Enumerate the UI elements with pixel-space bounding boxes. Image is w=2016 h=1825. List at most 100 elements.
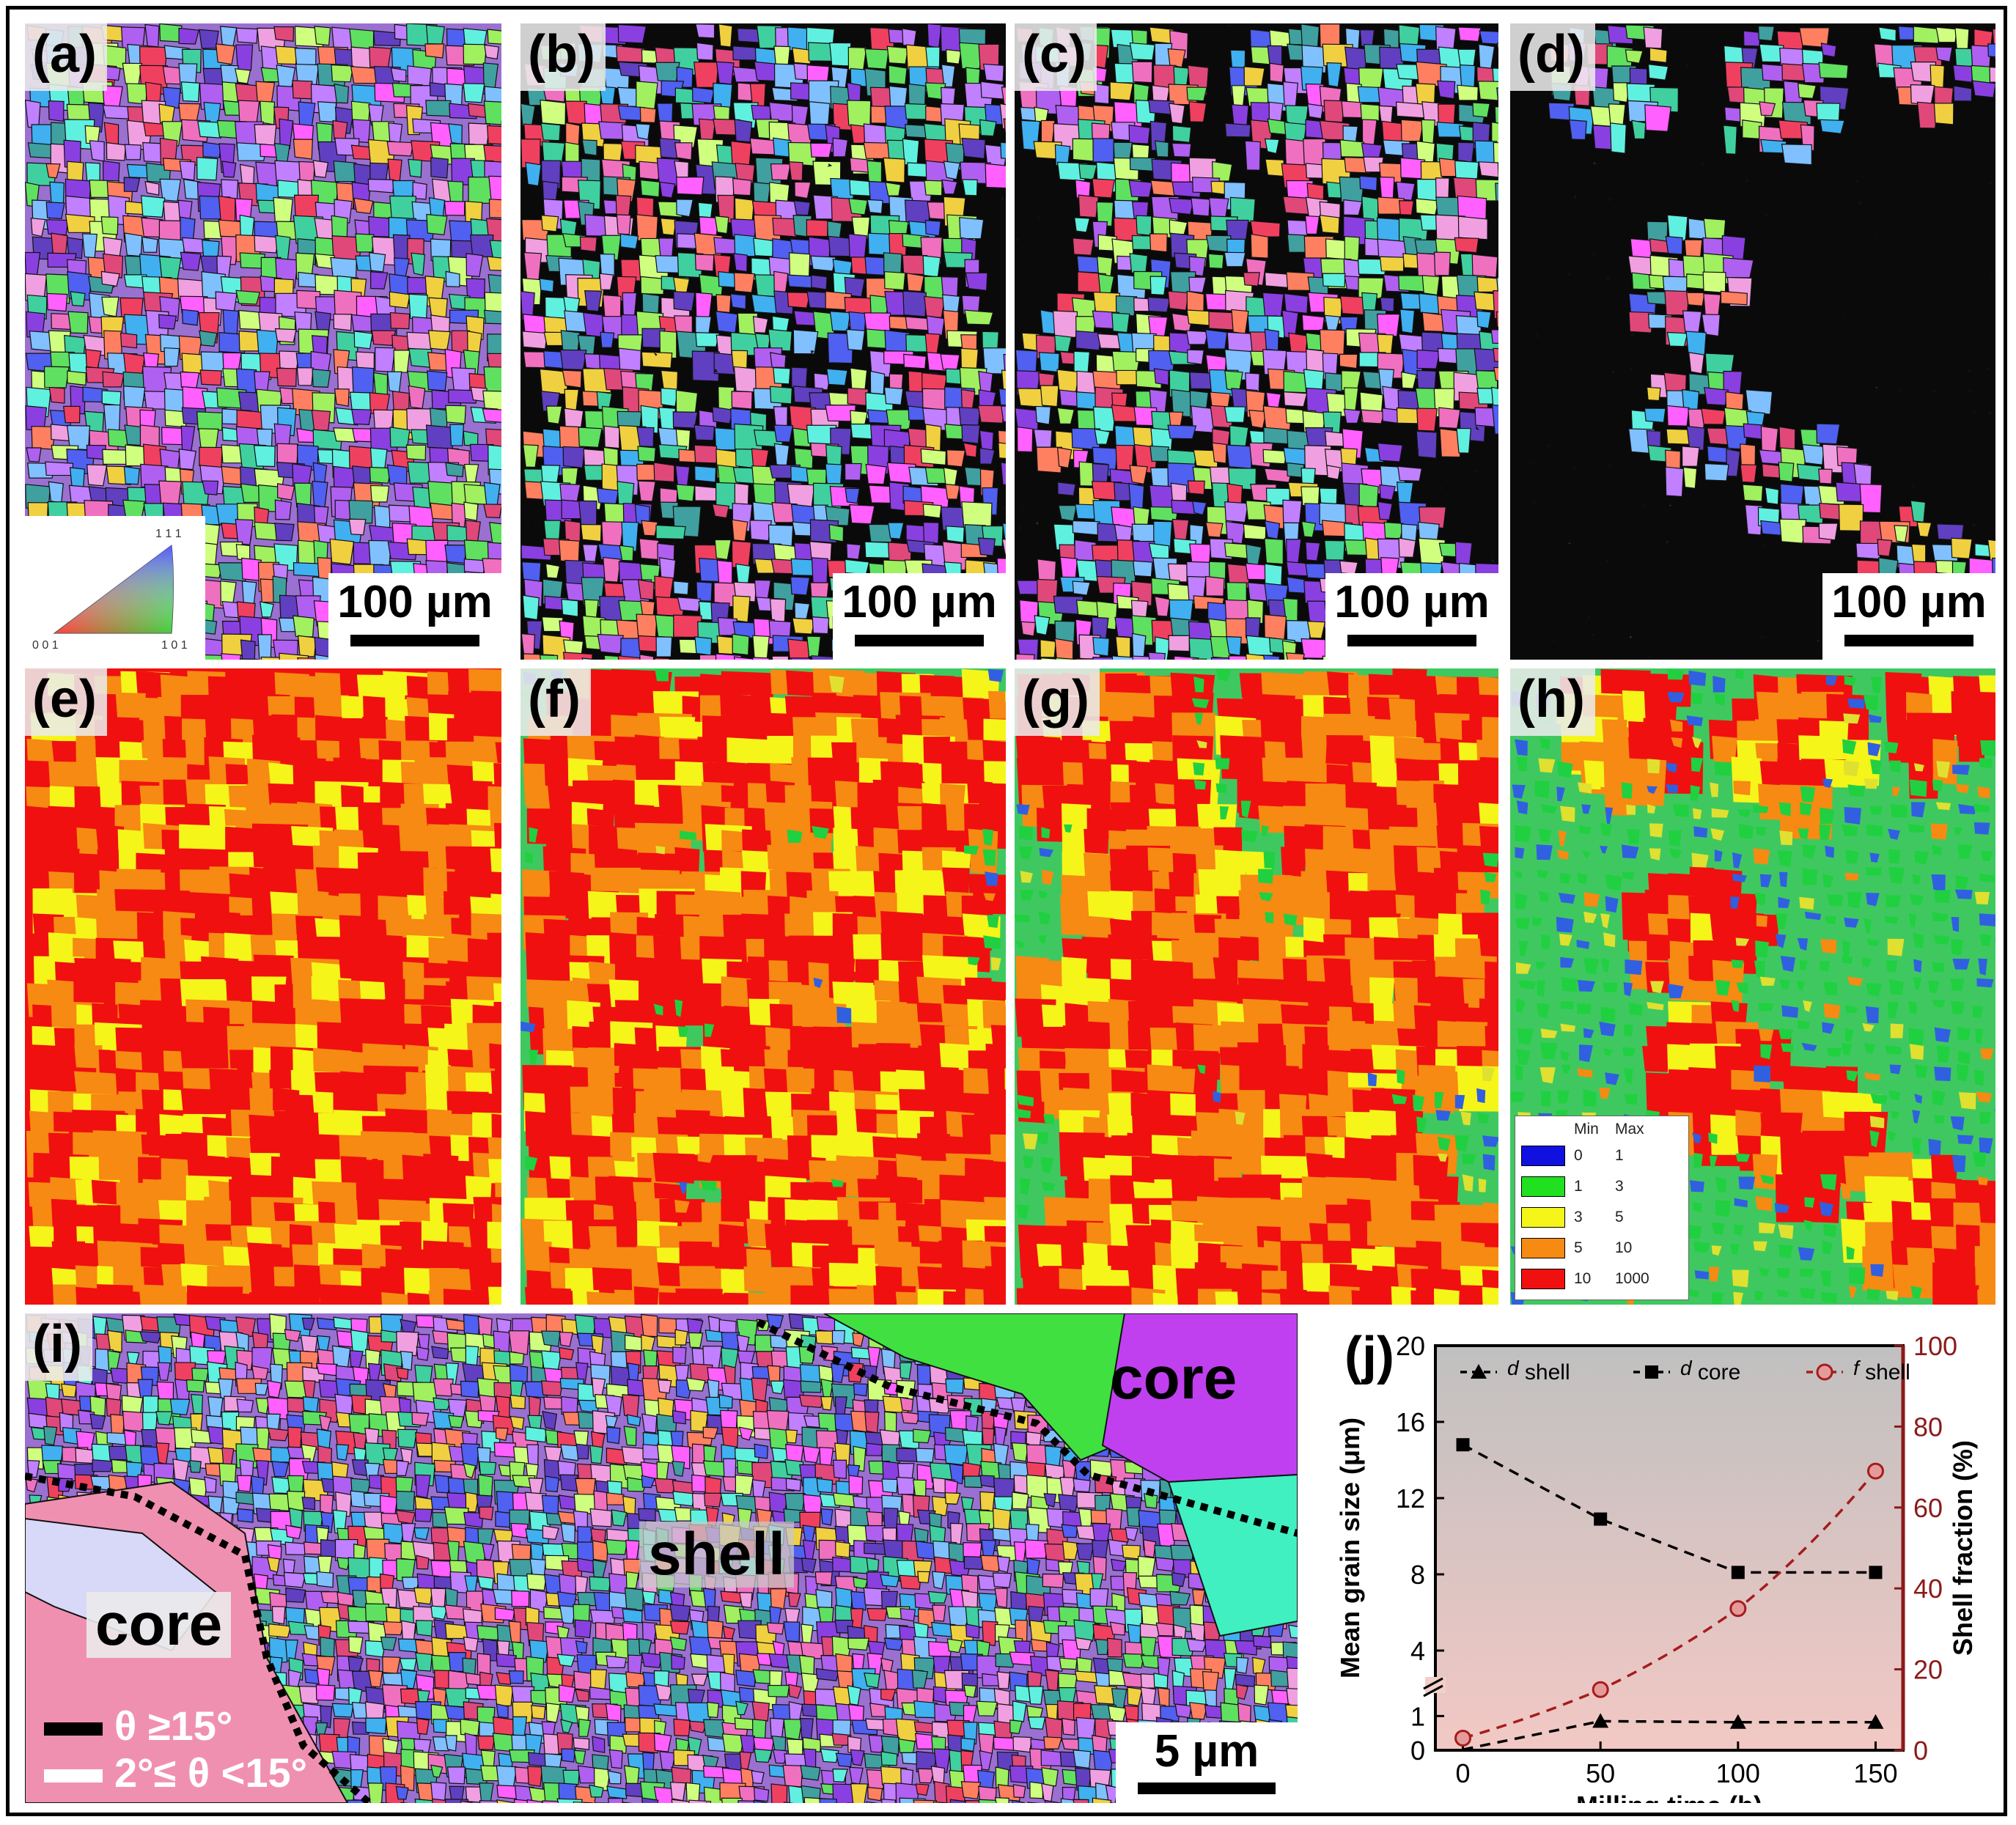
- grain: [1001, 196, 1005, 200]
- grain: [199, 330, 218, 347]
- grain: [713, 369, 718, 372]
- grain: [1547, 444, 1553, 448]
- grain: [1433, 251, 1451, 276]
- kam-cell: [403, 1109, 430, 1138]
- panel-b-ipf-map: (b) 100 µm: [520, 23, 1006, 660]
- grain: [602, 294, 622, 318]
- kam-cell: [115, 1291, 142, 1305]
- grain: [1479, 30, 1498, 45]
- kam-cell: [1066, 912, 1077, 930]
- grain: [1151, 84, 1170, 103]
- grain: [274, 499, 292, 520]
- grain: [487, 29, 501, 45]
- grain: [1745, 389, 1773, 415]
- scale-bar: 100 µm: [1325, 573, 1498, 660]
- kam-cell: [1042, 869, 1054, 885]
- grain: [483, 309, 501, 325]
- grain: [1416, 408, 1438, 432]
- grain: [1224, 251, 1246, 268]
- kam-cell: [1731, 756, 1762, 803]
- grain: [964, 309, 994, 325]
- grain: [483, 100, 501, 125]
- grain: [1725, 391, 1744, 410]
- kam-cell: [1462, 1174, 1474, 1192]
- grain: [1283, 391, 1308, 408]
- grain: [1250, 233, 1269, 259]
- grain: [1415, 198, 1439, 215]
- kam-cell: [1193, 676, 1204, 693]
- kam-cell: [1844, 806, 1862, 825]
- kam-cell: [1215, 783, 1227, 793]
- panel-label: (d): [1510, 23, 1595, 91]
- grain: [196, 157, 218, 181]
- grain: [941, 179, 958, 195]
- grain: [1002, 523, 1006, 544]
- kam-cell: [1845, 849, 1859, 864]
- grain: [674, 142, 693, 161]
- grain: [1174, 655, 1199, 660]
- grain: [180, 81, 200, 103]
- kam-cell: [520, 1021, 536, 1033]
- grain: [1306, 657, 1328, 660]
- grain: [405, 444, 427, 461]
- grain: [733, 272, 756, 293]
- grain: [865, 463, 887, 485]
- grain: [619, 233, 639, 250]
- grain: [714, 215, 729, 235]
- grain: [618, 347, 641, 371]
- kam-cell: [1516, 800, 1528, 815]
- grain: [1471, 254, 1498, 278]
- grain: [1663, 26, 1667, 29]
- grain: [1701, 408, 1726, 425]
- grain: [832, 137, 849, 158]
- grain: [236, 142, 267, 161]
- kam-cell: [653, 1003, 663, 1016]
- kam-cell: [1537, 869, 1548, 879]
- kam-cell: [1482, 852, 1498, 868]
- grain: [845, 487, 861, 504]
- grain: [1265, 158, 1284, 177]
- grain: [1037, 216, 1041, 220]
- grain: [1875, 233, 1878, 237]
- grain: [463, 43, 488, 65]
- grain: [639, 538, 660, 561]
- grain: [1493, 141, 1498, 169]
- kam-cell: [674, 1200, 690, 1213]
- grain: [100, 216, 119, 235]
- grain: [788, 161, 803, 182]
- grain: [317, 101, 337, 123]
- grain: [773, 367, 791, 385]
- grain: [732, 66, 760, 83]
- kam-cell: [1711, 808, 1729, 818]
- grain: [1628, 367, 1633, 372]
- grain: [331, 64, 354, 83]
- grain: [695, 332, 721, 347]
- grain: [1877, 539, 1893, 557]
- grain: [296, 367, 314, 386]
- grain: [1643, 26, 1663, 49]
- grain: [1933, 103, 1954, 125]
- kam-cell: [1023, 1133, 1038, 1150]
- grain: [292, 80, 313, 100]
- grain: [1056, 446, 1073, 468]
- grain: [1246, 543, 1262, 566]
- kam-map: [1015, 668, 1498, 1305]
- grain: [1192, 501, 1207, 516]
- grain: [943, 467, 958, 486]
- grain: [215, 291, 238, 311]
- grain: [257, 634, 272, 660]
- kam-cell: [1323, 958, 1352, 989]
- kam-cell: [1391, 1286, 1416, 1305]
- grain: [806, 635, 822, 658]
- grain: [1072, 580, 1091, 596]
- kam-cell: [1016, 1094, 1034, 1107]
- grain: [1377, 501, 1393, 520]
- kam-cell: [1870, 676, 1883, 694]
- kam-cell: [1482, 1066, 1495, 1082]
- kam-cell: [564, 1268, 595, 1297]
- kam-cell: [1578, 782, 1592, 794]
- grain: [1760, 635, 1765, 639]
- grain: [1092, 637, 1110, 657]
- grain: [386, 141, 414, 157]
- grain: [1224, 370, 1243, 392]
